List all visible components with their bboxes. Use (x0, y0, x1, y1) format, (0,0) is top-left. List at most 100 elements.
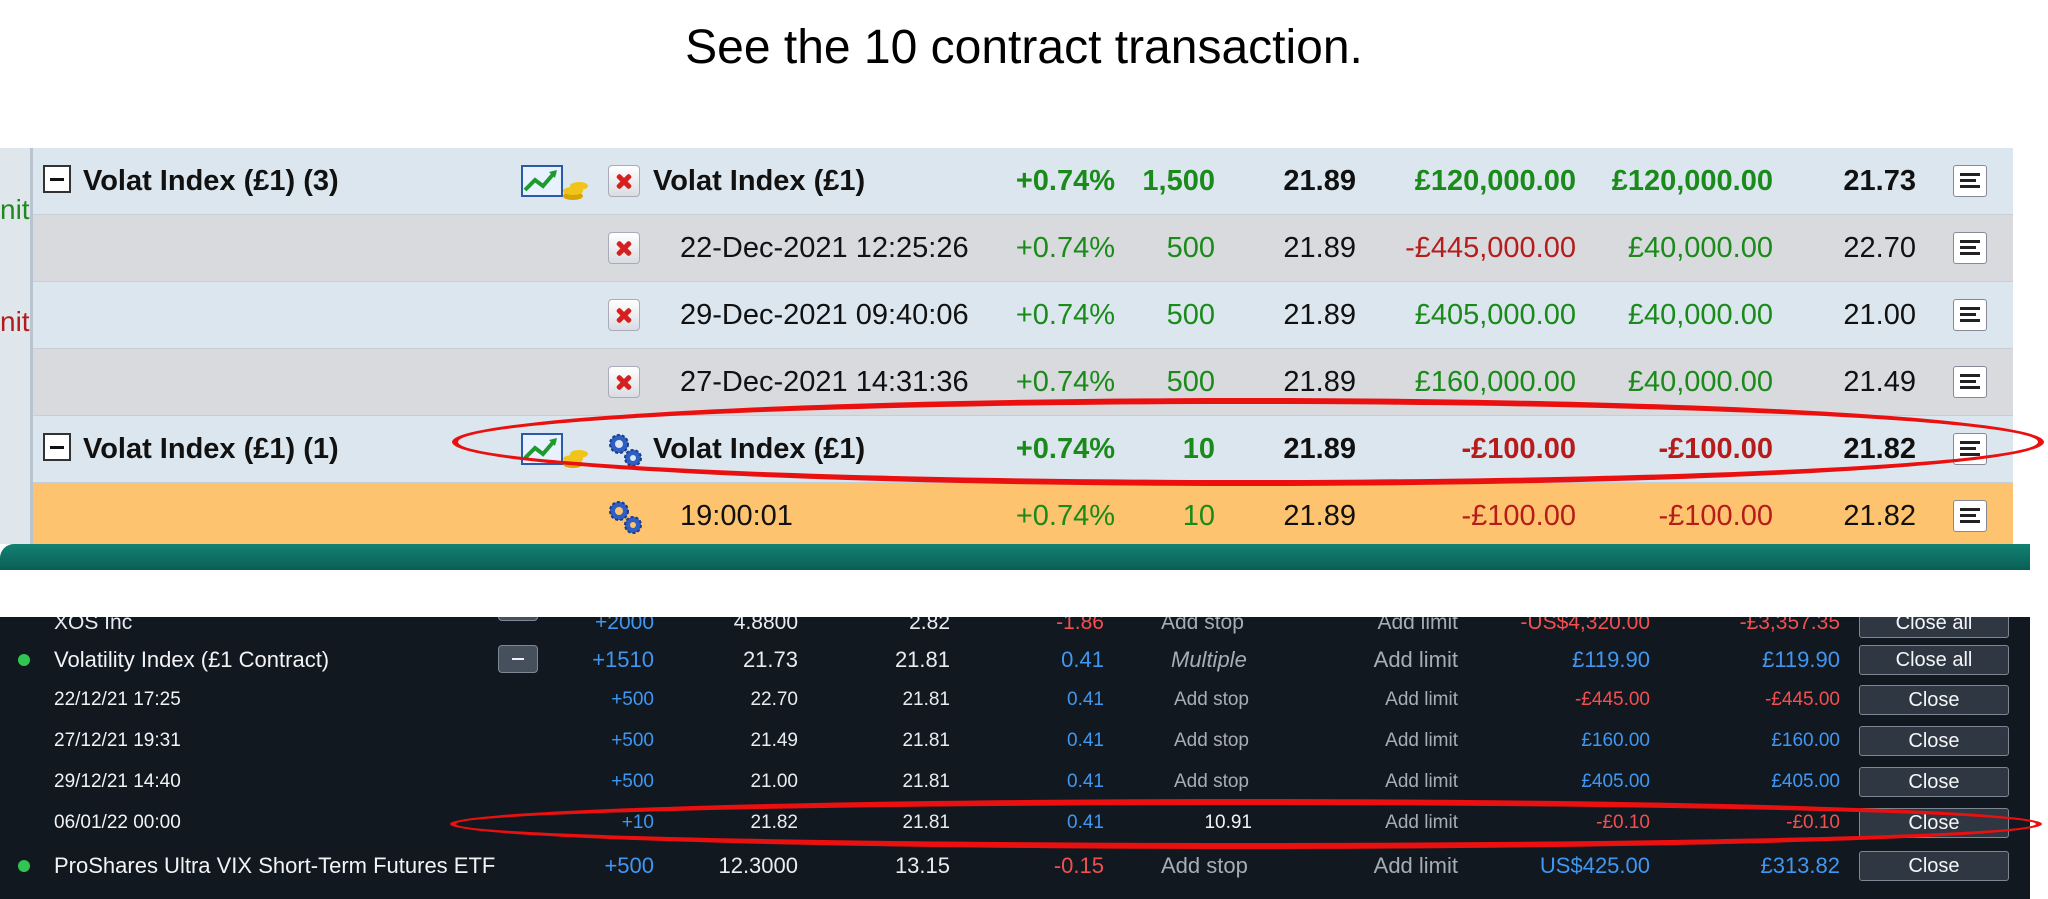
profit-loss-gbp: -£3,357.35 (1739, 617, 1840, 634)
market-name: ProShares Ultra VIX Short-Term Futures E… (54, 853, 496, 878)
close-position-icon[interactable] (608, 165, 640, 197)
quantity: 10 (1182, 433, 1215, 465)
collapse-icon[interactable] (498, 645, 538, 673)
change-percent: +0.74% (1015, 232, 1115, 264)
open-price: 22.70 (750, 689, 798, 710)
close-button[interactable]: Close (1859, 808, 2009, 838)
position-group-row[interactable]: Volat Index (£1) (3) Volat Index (£1) +0… (33, 148, 2013, 215)
current-price: 21.89 (1283, 232, 1356, 264)
left-edge-strip: nit nit (0, 148, 33, 544)
status-dot (18, 654, 30, 666)
bottom-positions-panel: XOS Inc +2000 4.8800 2.82 -1.86 Add stop… (0, 617, 2030, 899)
open-time: 19:00:01 (680, 500, 793, 532)
position-row-selected[interactable]: 19:00:01 +0.74% 10 21.89 -£100.00 -£100.… (33, 483, 2013, 550)
profit-loss: £405.00 (1581, 771, 1650, 792)
position-group-row[interactable]: Volatility Index (£1 Contract) +1510 21.… (0, 640, 2030, 680)
profit-loss-gbp: -£445.00 (1764, 689, 1840, 710)
add-stop-link[interactable]: Add stop (1161, 853, 1248, 878)
add-limit-link[interactable]: Add limit (1385, 812, 1458, 833)
change-percent: +0.74% (1015, 500, 1115, 532)
position-row[interactable]: 29/12/21 14:40 +500 21.00 21.81 0.41 Add… (0, 762, 2030, 802)
change-percent: +0.74% (1015, 165, 1115, 197)
current-price: 21.89 (1283, 299, 1356, 331)
position-row[interactable]: 27-Dec-2021 14:31:36 +0.74% 500 21.89 £1… (33, 349, 2013, 416)
position-row[interactable]: 27/12/21 19:31 +500 21.49 21.81 0.41 Add… (0, 721, 2030, 761)
current-price: 2.82 (909, 617, 950, 634)
add-limit-link[interactable]: Add limit (1385, 771, 1458, 792)
position-row[interactable]: 22/12/21 17:25 +500 22.70 21.81 0.41 Add… (0, 680, 2030, 720)
profit-loss-gbp: £160.00 (1771, 730, 1840, 751)
profit-loss-total: £40,000.00 (1627, 366, 1773, 398)
stop-level[interactable]: 10.91 (1204, 812, 1252, 833)
change: 0.41 (1067, 771, 1104, 792)
edge-label-limit-green: nit (0, 194, 30, 225)
current-price: 21.81 (902, 812, 950, 833)
chart-coins-icon[interactable] (519, 428, 591, 472)
close-all-button[interactable]: Close all (1859, 617, 2009, 638)
market-name: Volatility Index (£1 Contract) (54, 647, 330, 672)
position-group-row[interactable]: Volat Index (£1) (1) Volat Index (£1) +0… (33, 416, 2013, 483)
profit-loss-total: -£100.00 (1658, 500, 1774, 532)
position-row-partial[interactable]: XOS Inc +2000 4.8800 2.82 -1.86 Add stop… (0, 617, 2030, 643)
details-icon[interactable] (1953, 232, 1987, 264)
profit-loss: US$425.00 (1539, 853, 1650, 878)
close-button[interactable]: Close (1859, 726, 2009, 756)
collapse-icon[interactable] (43, 165, 71, 193)
panel-footer-bar (0, 544, 2030, 570)
open-price: 21.73 (742, 647, 798, 672)
close-button[interactable]: Close (1859, 851, 2009, 881)
add-stop-link[interactable]: Add stop (1174, 689, 1249, 710)
details-icon[interactable] (1953, 433, 1987, 465)
collapse-icon[interactable] (43, 433, 71, 461)
add-stop-link[interactable]: Add stop (1174, 771, 1249, 792)
quantity: +500 (611, 730, 654, 751)
current-price: 21.89 (1283, 500, 1356, 532)
position-row[interactable]: 06/01/22 00:00 +10 21.82 21.81 0.41 10.9… (0, 803, 2030, 843)
open-price: 21.00 (750, 771, 798, 792)
add-stop-link[interactable]: Add stop (1174, 730, 1249, 751)
close-button[interactable]: Close (1859, 767, 2009, 797)
profit-loss: £120,000.00 (1414, 165, 1576, 197)
open-price: 21.73 (1843, 165, 1916, 197)
profit-loss-total: £40,000.00 (1627, 232, 1773, 264)
change-percent: +0.74% (1015, 433, 1115, 465)
add-limit-link[interactable]: Add limit (1377, 617, 1458, 634)
quantity: +1510 (592, 647, 654, 672)
position-row[interactable]: ProShares Ultra VIX Short-Term Futures E… (0, 846, 2030, 886)
profit-loss: -£445.00 (1574, 689, 1650, 710)
add-stop-link[interactable]: Add stop (1161, 617, 1244, 634)
gears-icon[interactable] (605, 430, 645, 470)
details-icon[interactable] (1953, 165, 1987, 197)
close-button[interactable]: Close (1859, 685, 2009, 715)
stop-value: Multiple (1171, 647, 1247, 672)
current-price: 21.81 (902, 771, 950, 792)
add-limit-link[interactable]: Add limit (1373, 853, 1458, 878)
current-price: 13.15 (894, 853, 950, 878)
gears-icon[interactable] (605, 497, 645, 537)
add-limit-link[interactable]: Add limit (1385, 730, 1458, 751)
details-icon[interactable] (1953, 366, 1987, 398)
quantity: 10 (1182, 500, 1215, 532)
close-position-icon[interactable] (608, 299, 640, 331)
details-icon[interactable] (1953, 299, 1987, 331)
position-row[interactable]: 22-Dec-2021 12:25:26 +0.74% 500 21.89 -£… (33, 215, 2013, 282)
add-limit-link[interactable]: Add limit (1373, 647, 1458, 672)
close-position-icon[interactable] (608, 366, 640, 398)
chart-coins-icon[interactable] (519, 160, 591, 204)
open-price: 21.82 (1843, 433, 1916, 465)
add-limit-link[interactable]: Add limit (1385, 689, 1458, 710)
quantity: 500 (1166, 299, 1215, 331)
position-row[interactable]: 29-Dec-2021 09:40:06 +0.74% 500 21.89 £4… (33, 282, 2013, 349)
profit-loss-total: £40,000.00 (1627, 299, 1773, 331)
close-position-icon[interactable] (608, 232, 640, 264)
quantity: 1,500 (1142, 165, 1215, 197)
open-time: 27-Dec-2021 14:31:36 (680, 366, 969, 398)
expand-icon[interactable] (498, 617, 538, 621)
open-time: 29-Dec-2021 09:40:06 (680, 299, 969, 331)
profit-loss-total: -£100.00 (1658, 433, 1774, 465)
close-all-button[interactable]: Close all (1859, 645, 2009, 675)
details-icon[interactable] (1953, 500, 1987, 532)
market-name: XOS Inc (54, 617, 133, 634)
profit-loss: £160,000.00 (1414, 366, 1576, 398)
profit-loss-gbp: -£0.10 (1786, 812, 1840, 833)
